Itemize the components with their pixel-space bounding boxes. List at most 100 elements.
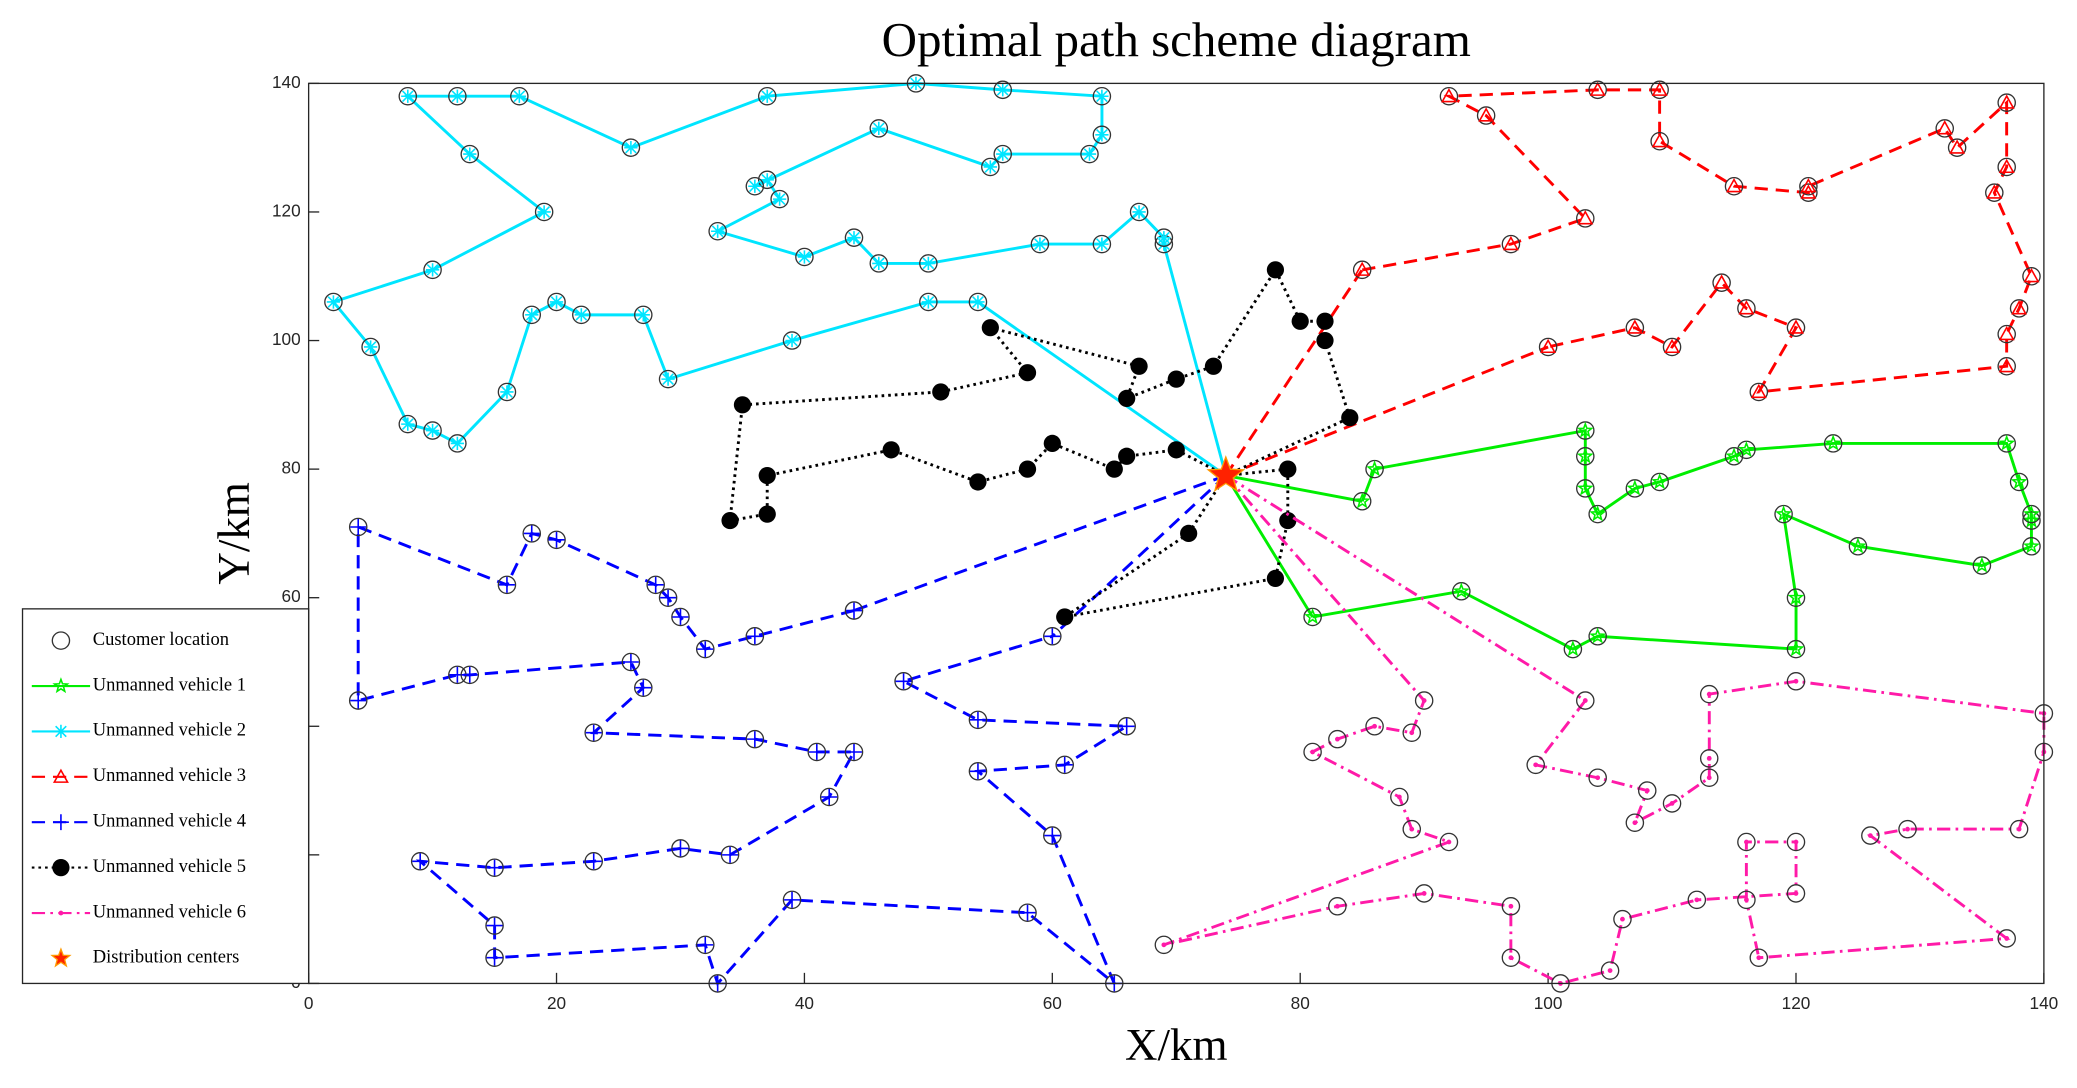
depot-connector bbox=[1225, 416, 1351, 477]
customer-point bbox=[1043, 826, 1062, 845]
customer-point bbox=[1129, 202, 1149, 222]
marker bbox=[721, 511, 739, 530]
customer-point bbox=[1650, 131, 1669, 151]
marker bbox=[350, 692, 367, 709]
marker bbox=[1694, 897, 1700, 903]
marker bbox=[1540, 338, 1557, 354]
legend-label: Unmanned vehicle 2 bbox=[93, 720, 246, 741]
marker bbox=[549, 295, 564, 309]
customer-point bbox=[1402, 723, 1422, 742]
legend-label: Unmanned vehicle 6 bbox=[93, 901, 246, 922]
marker bbox=[636, 308, 650, 322]
marker bbox=[1310, 749, 1315, 755]
marker bbox=[1787, 588, 1805, 605]
x-tick-label: 60 bbox=[1043, 993, 1062, 1013]
customer-point bbox=[1600, 961, 1620, 980]
customer-point bbox=[993, 80, 1013, 100]
marker bbox=[1986, 184, 2003, 199]
marker bbox=[746, 731, 763, 748]
customer-point bbox=[819, 787, 839, 807]
marker bbox=[54, 724, 68, 739]
marker bbox=[1354, 261, 1371, 276]
customer-point bbox=[1328, 897, 1347, 916]
customer-point bbox=[1662, 794, 1682, 813]
y-axis-label: Y/km bbox=[209, 482, 259, 584]
customer-point bbox=[1637, 781, 1657, 800]
marker bbox=[672, 840, 689, 857]
customer-point bbox=[534, 202, 554, 222]
marker bbox=[1018, 364, 1037, 382]
customer-point bbox=[1737, 890, 1756, 910]
marker bbox=[1502, 235, 1519, 251]
customer-point bbox=[807, 742, 827, 762]
customer-point bbox=[621, 138, 641, 157]
marker bbox=[52, 859, 70, 877]
marker bbox=[748, 179, 762, 193]
customer-point bbox=[448, 434, 467, 453]
customer-point bbox=[398, 86, 418, 106]
marker bbox=[412, 853, 429, 870]
marker bbox=[1204, 357, 1223, 375]
marker bbox=[1793, 678, 1799, 684]
marker bbox=[1118, 718, 1135, 735]
customer-point bbox=[1588, 768, 1607, 787]
route-line bbox=[1063, 469, 1290, 619]
marker bbox=[1620, 916, 1625, 922]
customer-point bbox=[460, 665, 480, 685]
marker bbox=[773, 192, 787, 206]
x-tick-label: 100 bbox=[1534, 993, 1563, 1013]
marker bbox=[1706, 691, 1712, 697]
customer-point bbox=[919, 292, 938, 312]
depot-connector bbox=[1225, 474, 1587, 702]
marker bbox=[1396, 794, 1402, 800]
marker bbox=[1949, 139, 1966, 154]
marker bbox=[1998, 434, 2016, 451]
marker bbox=[574, 308, 588, 322]
customer-point bbox=[1699, 768, 1719, 787]
marker bbox=[1998, 358, 2015, 373]
marker bbox=[1082, 147, 1097, 161]
marker bbox=[1044, 628, 1061, 645]
plot-area: 020406080100120140020406080100120140 bbox=[272, 72, 2058, 1013]
customer-point bbox=[1117, 717, 1136, 736]
customer-point bbox=[1476, 106, 1496, 125]
customer-point bbox=[572, 305, 591, 325]
customer-point bbox=[460, 144, 480, 164]
marker bbox=[1793, 891, 1799, 896]
customer-point bbox=[1080, 144, 1099, 164]
marker bbox=[1366, 460, 1384, 477]
customer-point bbox=[745, 729, 765, 749]
customer-point bbox=[2009, 299, 2029, 318]
marker bbox=[1018, 460, 1037, 478]
customer-point bbox=[658, 588, 678, 607]
customer-point bbox=[522, 524, 542, 543]
customer-point bbox=[510, 86, 529, 106]
x-axis-label: X/km bbox=[1125, 1020, 1228, 1070]
axes-box bbox=[307, 82, 2045, 985]
depot-connector bbox=[1175, 448, 1227, 477]
marker bbox=[846, 744, 862, 760]
marker bbox=[921, 295, 935, 309]
marker bbox=[969, 711, 986, 728]
marker bbox=[661, 372, 675, 386]
marker bbox=[1793, 839, 1799, 845]
customer-point bbox=[869, 254, 889, 273]
marker bbox=[585, 724, 602, 741]
marker bbox=[1478, 107, 1495, 122]
marker bbox=[733, 396, 752, 414]
marker bbox=[1589, 505, 1607, 522]
marker bbox=[1316, 312, 1334, 330]
marker bbox=[1576, 421, 1594, 438]
marker bbox=[1787, 640, 1805, 657]
customer-point bbox=[1997, 157, 2016, 177]
customer-point bbox=[646, 575, 665, 595]
marker bbox=[1998, 158, 2015, 174]
legend-marker bbox=[51, 631, 71, 650]
customer-point bbox=[423, 260, 442, 280]
customer-point bbox=[1650, 80, 1669, 100]
customer-point bbox=[1724, 176, 1744, 196]
marker bbox=[760, 89, 774, 103]
marker bbox=[1508, 955, 1514, 961]
marker bbox=[1291, 312, 1309, 330]
